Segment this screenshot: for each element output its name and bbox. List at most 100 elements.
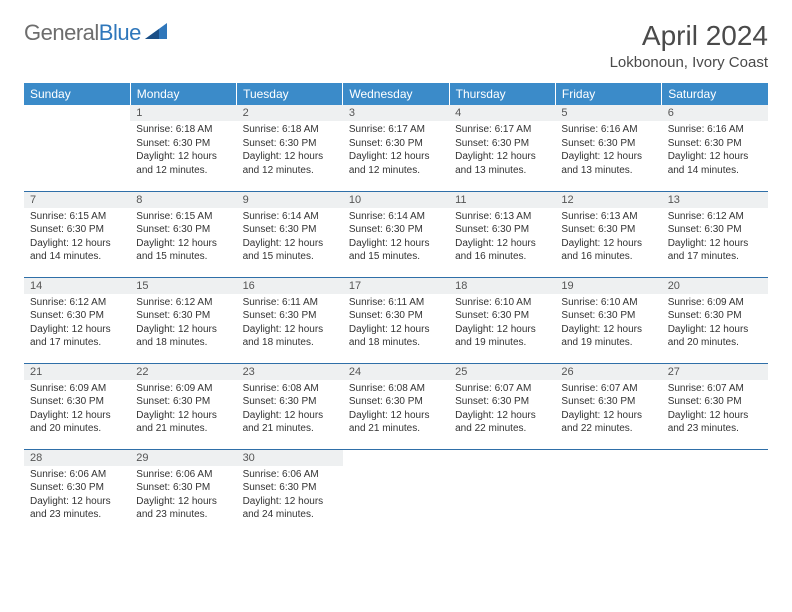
calendar-day-cell: 9Sunrise: 6:14 AMSunset: 6:30 PMDaylight… <box>237 191 343 277</box>
day-number: 23 <box>237 364 343 380</box>
day-number: 14 <box>24 278 130 294</box>
calendar-day-cell: 8Sunrise: 6:15 AMSunset: 6:30 PMDaylight… <box>130 191 236 277</box>
sunrise-text: Sunrise: 6:09 AM <box>136 382 230 396</box>
logo: GeneralBlue <box>24 20 167 46</box>
sunrise-text: Sunrise: 6:15 AM <box>30 210 124 224</box>
daylight-text: Daylight: 12 hours and 17 minutes. <box>668 237 762 264</box>
day-number: 7 <box>24 192 130 208</box>
daylight-text: Daylight: 12 hours and 23 minutes. <box>668 409 762 436</box>
calendar-day-cell: 24Sunrise: 6:08 AMSunset: 6:30 PMDayligh… <box>343 363 449 449</box>
sunset-text: Sunset: 6:30 PM <box>30 395 124 409</box>
sunset-text: Sunset: 6:30 PM <box>668 137 762 151</box>
daylight-text: Daylight: 12 hours and 12 minutes. <box>243 150 337 177</box>
day-body: Sunrise: 6:13 AMSunset: 6:30 PMDaylight:… <box>449 208 555 268</box>
calendar-day-cell: 4Sunrise: 6:17 AMSunset: 6:30 PMDaylight… <box>449 105 555 191</box>
weekday-header: Sunday <box>24 83 130 105</box>
weekday-header: Saturday <box>662 83 768 105</box>
day-number: 20 <box>662 278 768 294</box>
day-body: Sunrise: 6:18 AMSunset: 6:30 PMDaylight:… <box>130 121 236 181</box>
sunrise-text: Sunrise: 6:15 AM <box>136 210 230 224</box>
sunset-text: Sunset: 6:30 PM <box>243 309 337 323</box>
day-body: Sunrise: 6:12 AMSunset: 6:30 PMDaylight:… <box>662 208 768 268</box>
weekday-header-row: Sunday Monday Tuesday Wednesday Thursday… <box>24 83 768 105</box>
day-body: Sunrise: 6:15 AMSunset: 6:30 PMDaylight:… <box>130 208 236 268</box>
day-number: 30 <box>237 450 343 466</box>
day-body: Sunrise: 6:15 AMSunset: 6:30 PMDaylight:… <box>24 208 130 268</box>
daylight-text: Daylight: 12 hours and 14 minutes. <box>30 237 124 264</box>
location: Lokbonoun, Ivory Coast <box>610 54 768 71</box>
daylight-text: Daylight: 12 hours and 22 minutes. <box>561 409 655 436</box>
day-number: 10 <box>343 192 449 208</box>
day-number: 19 <box>555 278 661 294</box>
sunrise-text: Sunrise: 6:18 AM <box>243 123 337 137</box>
day-number: 29 <box>130 450 236 466</box>
calendar-day-cell: 3Sunrise: 6:17 AMSunset: 6:30 PMDaylight… <box>343 105 449 191</box>
sunset-text: Sunset: 6:30 PM <box>561 223 655 237</box>
daylight-text: Daylight: 12 hours and 12 minutes. <box>349 150 443 177</box>
calendar-day-cell: 7Sunrise: 6:15 AMSunset: 6:30 PMDaylight… <box>24 191 130 277</box>
sunrise-text: Sunrise: 6:12 AM <box>30 296 124 310</box>
daylight-text: Daylight: 12 hours and 12 minutes. <box>136 150 230 177</box>
month-title: April 2024 <box>610 20 768 52</box>
calendar-table: Sunday Monday Tuesday Wednesday Thursday… <box>24 83 768 535</box>
daylight-text: Daylight: 12 hours and 23 minutes. <box>136 495 230 522</box>
day-body: Sunrise: 6:06 AMSunset: 6:30 PMDaylight:… <box>130 466 236 526</box>
calendar-day-cell: 13Sunrise: 6:12 AMSunset: 6:30 PMDayligh… <box>662 191 768 277</box>
sunrise-text: Sunrise: 6:14 AM <box>349 210 443 224</box>
sunset-text: Sunset: 6:30 PM <box>349 309 443 323</box>
day-body: Sunrise: 6:09 AMSunset: 6:30 PMDaylight:… <box>662 294 768 354</box>
sunset-text: Sunset: 6:30 PM <box>243 481 337 495</box>
day-body: Sunrise: 6:07 AMSunset: 6:30 PMDaylight:… <box>449 380 555 440</box>
day-number: 5 <box>555 105 661 121</box>
day-number: 3 <box>343 105 449 121</box>
daylight-text: Daylight: 12 hours and 16 minutes. <box>561 237 655 264</box>
title-block: April 2024 Lokbonoun, Ivory Coast <box>610 20 768 71</box>
header: GeneralBlue April 2024 Lokbonoun, Ivory … <box>24 20 768 71</box>
calendar-week-row: 21Sunrise: 6:09 AMSunset: 6:30 PMDayligh… <box>24 363 768 449</box>
sunrise-text: Sunrise: 6:09 AM <box>30 382 124 396</box>
calendar-day-cell: 20Sunrise: 6:09 AMSunset: 6:30 PMDayligh… <box>662 277 768 363</box>
daylight-text: Daylight: 12 hours and 18 minutes. <box>136 323 230 350</box>
day-body: Sunrise: 6:11 AMSunset: 6:30 PMDaylight:… <box>343 294 449 354</box>
sunset-text: Sunset: 6:30 PM <box>30 481 124 495</box>
calendar-day-cell: 16Sunrise: 6:11 AMSunset: 6:30 PMDayligh… <box>237 277 343 363</box>
day-body: Sunrise: 6:07 AMSunset: 6:30 PMDaylight:… <box>662 380 768 440</box>
daylight-text: Daylight: 12 hours and 15 minutes. <box>349 237 443 264</box>
calendar-day-cell: 29Sunrise: 6:06 AMSunset: 6:30 PMDayligh… <box>130 449 236 535</box>
calendar-day-cell: 11Sunrise: 6:13 AMSunset: 6:30 PMDayligh… <box>449 191 555 277</box>
daylight-text: Daylight: 12 hours and 19 minutes. <box>455 323 549 350</box>
calendar-day-cell: 6Sunrise: 6:16 AMSunset: 6:30 PMDaylight… <box>662 105 768 191</box>
day-body: Sunrise: 6:12 AMSunset: 6:30 PMDaylight:… <box>130 294 236 354</box>
calendar-day-cell: 14Sunrise: 6:12 AMSunset: 6:30 PMDayligh… <box>24 277 130 363</box>
day-number: 27 <box>662 364 768 380</box>
sunset-text: Sunset: 6:30 PM <box>349 395 443 409</box>
sunrise-text: Sunrise: 6:07 AM <box>455 382 549 396</box>
day-number: 17 <box>343 278 449 294</box>
day-body: Sunrise: 6:11 AMSunset: 6:30 PMDaylight:… <box>237 294 343 354</box>
day-number: 11 <box>449 192 555 208</box>
day-body: Sunrise: 6:16 AMSunset: 6:30 PMDaylight:… <box>555 121 661 181</box>
day-body: Sunrise: 6:17 AMSunset: 6:30 PMDaylight:… <box>343 121 449 181</box>
calendar-day-cell: 10Sunrise: 6:14 AMSunset: 6:30 PMDayligh… <box>343 191 449 277</box>
daylight-text: Daylight: 12 hours and 21 minutes. <box>243 409 337 436</box>
day-number: 21 <box>24 364 130 380</box>
sunrise-text: Sunrise: 6:13 AM <box>455 210 549 224</box>
daylight-text: Daylight: 12 hours and 13 minutes. <box>455 150 549 177</box>
calendar-day-cell: 30Sunrise: 6:06 AMSunset: 6:30 PMDayligh… <box>237 449 343 535</box>
daylight-text: Daylight: 12 hours and 16 minutes. <box>455 237 549 264</box>
day-number: 22 <box>130 364 236 380</box>
sunset-text: Sunset: 6:30 PM <box>561 395 655 409</box>
day-body: Sunrise: 6:08 AMSunset: 6:30 PMDaylight:… <box>343 380 449 440</box>
sunrise-text: Sunrise: 6:17 AM <box>455 123 549 137</box>
calendar-day-cell: 23Sunrise: 6:08 AMSunset: 6:30 PMDayligh… <box>237 363 343 449</box>
calendar-day-cell <box>662 449 768 535</box>
sunrise-text: Sunrise: 6:07 AM <box>561 382 655 396</box>
day-body: Sunrise: 6:18 AMSunset: 6:30 PMDaylight:… <box>237 121 343 181</box>
weekday-header: Wednesday <box>343 83 449 105</box>
day-number: 15 <box>130 278 236 294</box>
day-body: Sunrise: 6:06 AMSunset: 6:30 PMDaylight:… <box>237 466 343 526</box>
sunrise-text: Sunrise: 6:14 AM <box>243 210 337 224</box>
calendar-day-cell <box>24 105 130 191</box>
day-body: Sunrise: 6:14 AMSunset: 6:30 PMDaylight:… <box>237 208 343 268</box>
sunset-text: Sunset: 6:30 PM <box>243 223 337 237</box>
